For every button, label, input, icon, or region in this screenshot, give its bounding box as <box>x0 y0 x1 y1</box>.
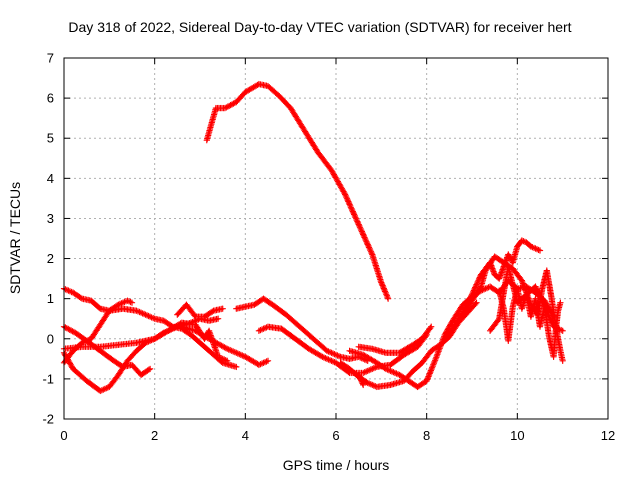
series-arc-13 <box>355 371 367 389</box>
x-axis-label: GPS time / hours <box>283 457 390 473</box>
series-arc-7 <box>174 301 226 320</box>
chart-title: Day 318 of 2022, Sidereal Day-to-day VTE… <box>68 19 571 35</box>
x-tick-label: 8 <box>423 428 430 443</box>
series-arc-1 <box>203 80 392 302</box>
x-tick-label: 10 <box>510 428 524 443</box>
axis-ticks <box>63 57 609 420</box>
series-arc-18 <box>496 285 564 360</box>
x-tick-label: 4 <box>242 428 249 443</box>
series-arc-8 <box>178 323 272 369</box>
series-markers <box>355 371 367 389</box>
y-tick-label: 0 <box>47 331 54 346</box>
y-axis-label: SDTVAR / TECUs <box>7 182 23 294</box>
x-tick-label: 0 <box>60 428 67 443</box>
y-tick-labels: -2 -1 0 1 2 3 4 5 6 7 <box>42 51 54 427</box>
x-tick-label: 12 <box>601 428 615 443</box>
y-tick-label: 5 <box>47 131 54 146</box>
y-tick-label: 3 <box>47 211 54 226</box>
series-markers <box>496 285 564 360</box>
y-tick-label: 7 <box>47 51 54 66</box>
series-markers <box>233 295 371 364</box>
y-tick-label: 2 <box>47 251 54 266</box>
x-tick-labels: 0 2 4 6 8 10 12 <box>60 428 615 443</box>
y-tick-label: 1 <box>47 291 54 306</box>
y-tick-label: -1 <box>42 371 54 386</box>
y-tick-label: -2 <box>42 412 54 427</box>
series-markers <box>178 323 272 369</box>
series-markers <box>203 80 392 302</box>
series-arc-14 <box>355 323 435 356</box>
y-tick-label: 4 <box>47 171 54 186</box>
series-markers <box>174 301 226 320</box>
x-tick-label: 6 <box>332 428 339 443</box>
series-arc-9 <box>233 295 371 364</box>
x-tick-label: 2 <box>151 428 158 443</box>
series-markers <box>355 323 435 356</box>
series-layer <box>60 80 566 395</box>
y-tick-label: 6 <box>47 91 54 106</box>
